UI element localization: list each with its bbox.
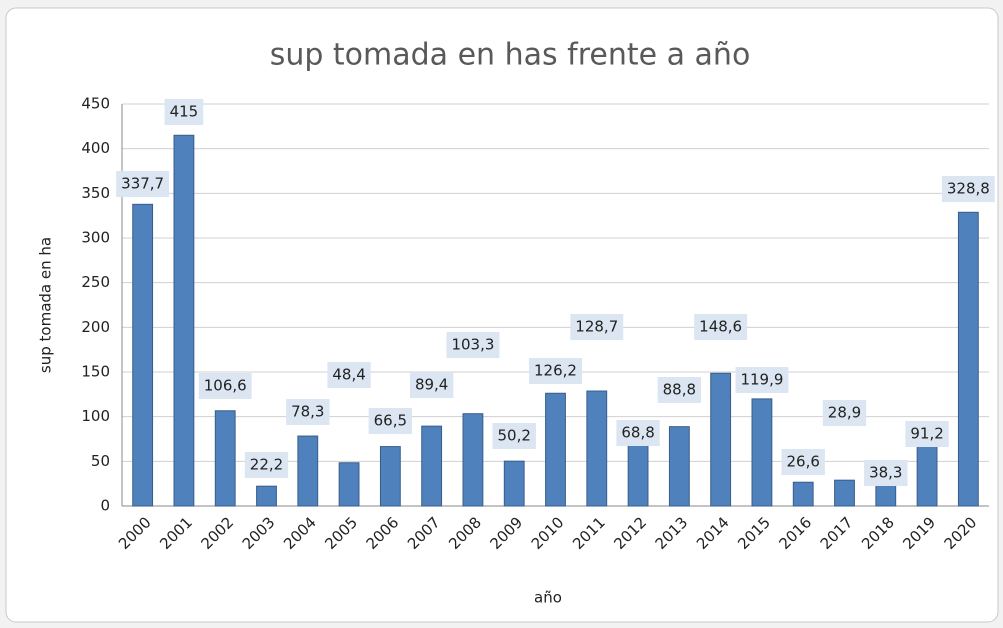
data-label-bg [446, 332, 500, 358]
data-label: 38,3 [869, 464, 902, 482]
data-label-bg [657, 377, 702, 403]
y-tick-label: 300 [81, 229, 110, 247]
data-label: 91,2 [910, 425, 943, 443]
bar [627, 444, 649, 507]
y-tick-label: 100 [81, 407, 110, 425]
data-label: 128,7 [575, 318, 618, 336]
data-label: 119,9 [740, 371, 783, 389]
y-tick-label: 50 [91, 452, 110, 470]
y-tick-label: 200 [81, 318, 110, 336]
data-label: 48,4 [332, 366, 365, 384]
data-label-bg [781, 449, 825, 475]
bar [173, 134, 195, 507]
data-label: 78,3 [291, 403, 324, 421]
data-label: 328,8 [947, 180, 990, 198]
data-label-bg [492, 423, 536, 449]
bar [462, 413, 484, 507]
data-label-bg [570, 314, 624, 340]
data-label-bg [616, 420, 660, 446]
y-tick-label: 150 [81, 363, 110, 381]
chart-title: sup tomada en has frente a año [270, 38, 751, 73]
data-label: 26,6 [787, 453, 820, 471]
bar [834, 479, 855, 507]
y-tick-label: 250 [81, 273, 110, 291]
data-label-bg [327, 362, 371, 388]
bar [792, 481, 814, 507]
data-label: 22,2 [250, 456, 283, 474]
bar [338, 462, 360, 507]
data-label-bg [905, 421, 949, 447]
bar [297, 435, 319, 507]
data-label: 66,5 [374, 412, 407, 430]
bar [379, 446, 401, 507]
data-label: 337,7 [121, 175, 164, 193]
data-label-bg [198, 373, 252, 399]
data-label-bg [244, 452, 289, 478]
bar [256, 485, 277, 507]
data-label: 415 [170, 103, 199, 121]
data-label-bg [941, 176, 995, 202]
bar [545, 392, 566, 507]
data-label-bg [864, 460, 908, 486]
data-label: 68,8 [621, 424, 654, 442]
data-label-bg [822, 400, 867, 426]
y-axis-label: sup tomada en ha [37, 237, 55, 373]
data-label-bg [529, 358, 582, 384]
bar [421, 425, 443, 507]
data-label-bg [735, 367, 789, 393]
data-label-bg [368, 408, 413, 434]
data-label: 106,6 [204, 377, 247, 395]
bar [132, 203, 154, 507]
bar [957, 211, 979, 507]
y-tick-label: 0 [100, 497, 110, 515]
bar [668, 426, 690, 507]
data-label: 50,2 [498, 427, 531, 445]
data-label: 28,9 [828, 404, 861, 422]
bar [503, 460, 525, 507]
bar [710, 372, 732, 507]
data-label: 148,6 [699, 318, 742, 336]
y-tick-label: 400 [81, 139, 110, 157]
data-label: 89,4 [415, 376, 448, 394]
data-label-bg [164, 99, 204, 125]
data-label-bg [409, 372, 454, 398]
bar [214, 410, 236, 507]
y-tick-label: 450 [81, 95, 110, 113]
data-label-bg [694, 314, 748, 340]
data-label-bg [286, 399, 330, 425]
bar [751, 398, 773, 507]
y-tick-label: 350 [81, 184, 110, 202]
x-axis-label: año [534, 589, 562, 607]
data-label-bg [116, 171, 170, 197]
data-label: 88,8 [663, 381, 696, 399]
bar [586, 390, 608, 507]
data-label: 103,3 [451, 336, 494, 354]
data-label: 126,2 [534, 362, 577, 380]
